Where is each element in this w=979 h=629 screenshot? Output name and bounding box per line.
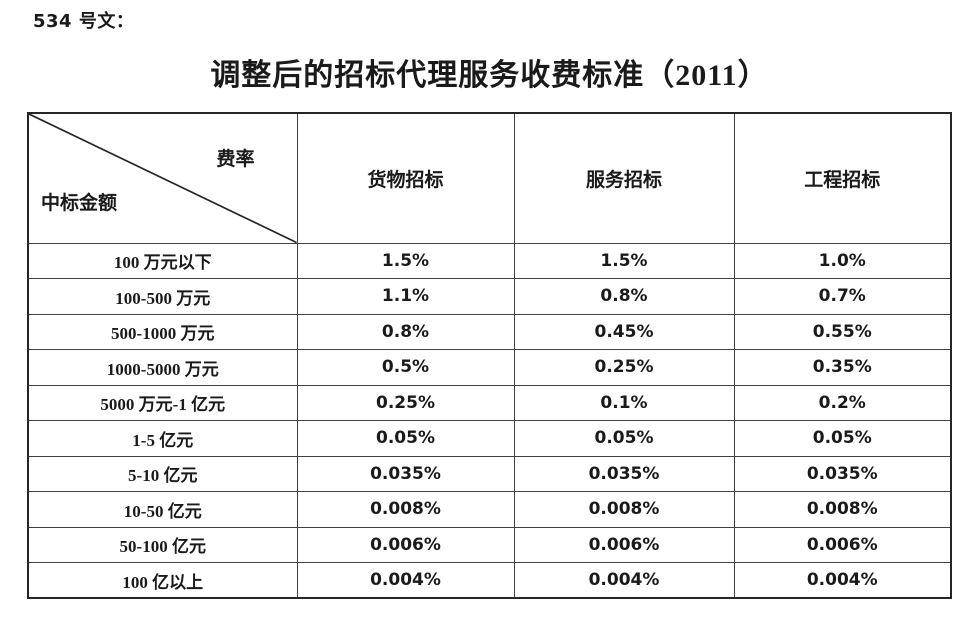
fee-cell: 0.004% xyxy=(733,562,952,599)
row-label: 5-10 亿元 xyxy=(27,455,298,492)
fee-cell: 1.0% xyxy=(733,242,952,279)
table-row: 10-50 亿元 0.008% 0.008% 0.008% xyxy=(27,491,952,528)
fee-cell: 1.1% xyxy=(296,278,515,315)
table-row: 1000-5000 万元 0.5% 0.25% 0.35% xyxy=(27,349,952,386)
fee-cell: 1.5% xyxy=(513,242,735,279)
row-label: 500-1000 万元 xyxy=(27,313,298,350)
fee-cell: 0.45% xyxy=(513,313,735,350)
fee-cell: 0.5% xyxy=(296,349,515,386)
fee-cell: 0.035% xyxy=(296,455,515,492)
fee-cell: 0.006% xyxy=(513,526,735,563)
fee-table: 费率 中标金额 货物招标 服务招标 工程招标 100 万元以下 1.5% 1.5… xyxy=(27,112,952,599)
row-label: 5000 万元-1 亿元 xyxy=(27,384,298,421)
fee-cell: 0.8% xyxy=(296,313,515,350)
fee-cell: 0.05% xyxy=(733,420,952,457)
table-row: 500-1000 万元 0.8% 0.45% 0.55% xyxy=(27,313,952,350)
fee-cell: 0.05% xyxy=(296,420,515,457)
fee-cell: 0.035% xyxy=(733,455,952,492)
column-header-goods-bidding: 货物招标 xyxy=(296,112,515,244)
fee-cell: 0.035% xyxy=(513,455,735,492)
doc-number-label: 534 号文： xyxy=(33,11,135,32)
fee-cell: 0.004% xyxy=(513,562,735,599)
fee-cell: 0.35% xyxy=(733,349,952,386)
fee-cell: 0.006% xyxy=(296,526,515,563)
fee-cell: 0.008% xyxy=(733,491,952,528)
column-header-service-bidding: 服务招标 xyxy=(513,112,735,244)
fee-cell: 0.55% xyxy=(733,313,952,350)
fee-cell: 0.05% xyxy=(513,420,735,457)
row-label: 100 亿以上 xyxy=(27,562,298,599)
corner-label-fee-rate: 费率 xyxy=(216,149,255,170)
row-label: 50-100 亿元 xyxy=(27,526,298,563)
table-row: 5000 万元-1 亿元 0.25% 0.1% 0.2% xyxy=(27,384,952,421)
header-row: 费率 中标金额 货物招标 服务招标 工程招标 xyxy=(27,112,952,244)
table-row: 100-500 万元 1.1% 0.8% 0.7% xyxy=(27,278,952,315)
fee-cell: 0.1% xyxy=(513,384,735,421)
table-row: 5-10 亿元 0.035% 0.035% 0.035% xyxy=(27,455,952,492)
fee-cell: 0.25% xyxy=(296,384,515,421)
table-row: 1-5 亿元 0.05% 0.05% 0.05% xyxy=(27,420,952,457)
row-label: 1000-5000 万元 xyxy=(27,349,298,386)
corner-header-cell: 费率 中标金额 xyxy=(27,112,298,244)
fee-cell: 0.2% xyxy=(733,384,952,421)
row-label: 1-5 亿元 xyxy=(27,420,298,457)
table-row: 50-100 亿元 0.006% 0.006% 0.006% xyxy=(27,526,952,563)
fee-cell: 0.7% xyxy=(733,278,952,315)
fee-cell: 0.008% xyxy=(513,491,735,528)
table-row: 100 万元以下 1.5% 1.5% 1.0% xyxy=(27,242,952,279)
fee-cell: 0.8% xyxy=(513,278,735,315)
fee-cell: 0.006% xyxy=(733,526,952,563)
row-label: 10-50 亿元 xyxy=(27,491,298,528)
row-label: 100-500 万元 xyxy=(27,278,298,315)
column-header-engineering-bidding: 工程招标 xyxy=(733,112,952,244)
row-label: 100 万元以下 xyxy=(27,242,298,279)
fee-cell: 1.5% xyxy=(296,242,515,279)
diagonal-divider-line xyxy=(29,114,297,243)
fee-cell: 0.008% xyxy=(296,491,515,528)
fee-cell: 0.004% xyxy=(296,562,515,599)
fee-cell: 0.25% xyxy=(513,349,735,386)
table-row: 100 亿以上 0.004% 0.004% 0.004% xyxy=(27,562,952,599)
page-title: 调整后的招标代理服务收费标准（2011） xyxy=(210,59,769,92)
corner-label-bid-amount: 中标金额 xyxy=(41,192,118,214)
